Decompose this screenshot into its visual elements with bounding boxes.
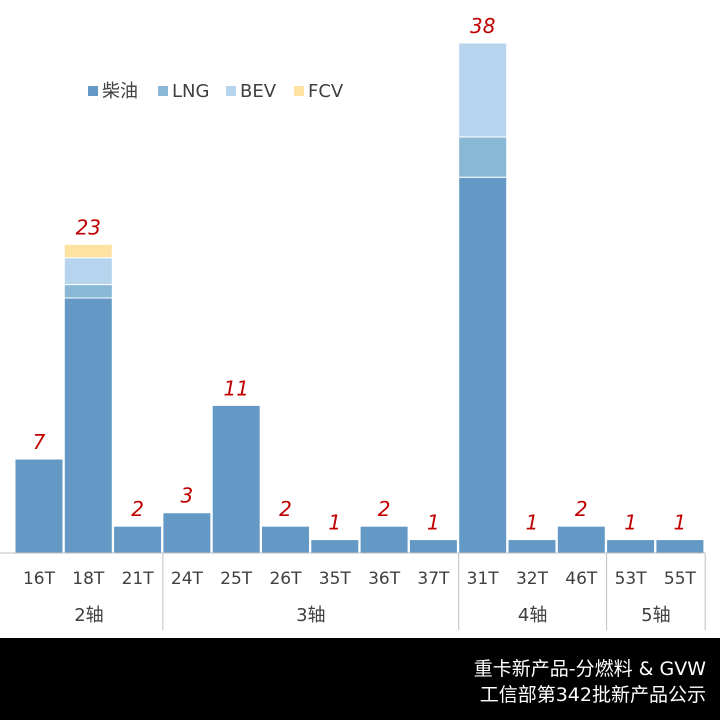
bar-37T-柴油 [408,539,458,554]
legend-swatch-柴油 [88,86,98,96]
bar-24T-柴油 [162,512,212,554]
footer-subtitle: 工信部第342批新产品公示 [479,684,706,706]
legend-label-LNG: LNG [172,81,209,102]
bar-18T-BEV [63,257,113,286]
bar-21T-柴油 [113,525,163,554]
tick-label-37T: 37T [417,569,450,589]
tick-label-21T: 21T [122,569,155,589]
bar-32T-柴油 [507,539,557,554]
tick-label-25T: 25T [220,569,253,589]
bar-46T-柴油 [556,525,606,554]
bar-35T-柴油 [310,539,360,554]
group-label-3: 3轴 [296,605,325,626]
tick-label-18T: 18T [72,569,105,589]
tick-label-16T: 16T [23,569,56,589]
legend-swatch-FCV [294,86,304,96]
bar-18T-FCV [63,243,113,259]
tick-label-31T: 31T [467,569,500,589]
total-label-21T: 2 [131,497,144,521]
legend-swatch-BEV [226,86,236,96]
tick-label-36T: 36T [368,569,401,589]
bar-55T-柴油 [655,539,705,554]
legend-label-FCV: FCV [308,81,344,102]
legend-label-BEV: BEV [240,81,277,102]
footer-banner: 重卡新产品-分燃料 & GVW 工信部第342批新产品公示 [0,638,720,720]
group-label-2: 2轴 [74,605,103,626]
total-label-36T: 2 [378,497,391,521]
x-axis: 16T 18T 21T 24T 25T 26T 35T 36T 37T 31T 32T 46T 53T 5… [0,552,706,630]
total-label-37T: 1 [427,511,440,535]
tick-label-32T: 32T [516,569,549,589]
total-label-16T: 7 [33,430,46,454]
bar-18T-柴油 [63,297,113,554]
total-label-24T: 3 [181,484,194,508]
tick-label-35T: 35T [319,569,352,589]
legend: 柴油 LNG BEV FCV [88,81,344,102]
total-label-53T: 1 [624,511,637,535]
bar-31T-柴油 [458,176,508,554]
total-label-25T: 11 [223,376,248,400]
bar-25T-柴油 [211,404,261,554]
legend-swatch-LNG [158,86,168,96]
total-label-26T: 2 [279,497,292,521]
tick-label-55T: 55T [664,569,697,589]
total-label-55T: 1 [674,511,687,535]
total-label-18T: 23 [76,215,101,239]
total-label-46T: 2 [575,497,588,521]
group-label-4: 4轴 [518,605,547,626]
bar-31T-LNG [458,136,508,178]
bars-layer [14,42,705,554]
bar-53T-柴油 [606,539,656,554]
tick-label-53T: 53T [615,569,648,589]
tick-label-26T: 26T [269,569,302,589]
bar-18T-LNG [63,284,113,299]
tick-label-46T: 46T [565,569,598,589]
total-label-31T: 38 [470,14,495,38]
tick-label-24T: 24T [171,569,204,589]
bar-36T-柴油 [359,525,409,554]
bar-31T-BEV [458,42,508,138]
legend-label-柴油: 柴油 [102,81,138,102]
bar-16T-柴油 [14,458,64,554]
total-label-32T: 1 [526,511,539,535]
total-label-35T: 1 [328,511,341,535]
group-label-5: 5轴 [641,605,670,626]
bar-26T-柴油 [261,525,310,554]
footer-title: 重卡新产品-分燃料 & GVW [473,658,706,680]
